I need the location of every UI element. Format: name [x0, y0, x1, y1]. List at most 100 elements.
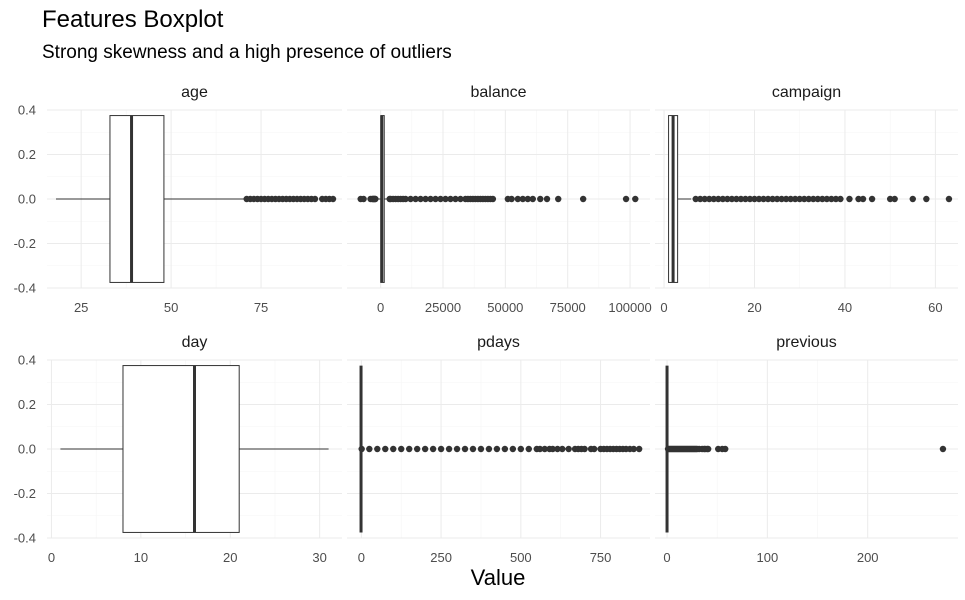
panel-pdays: 0 250 500 750 pdays [347, 334, 650, 565]
panel-previous: 0 100 200 previous [655, 334, 958, 565]
outlier-point [724, 195, 731, 203]
outlier-point [855, 195, 862, 203]
x-tick-label: 500 [510, 550, 532, 565]
outlier-point [923, 195, 930, 203]
outlier-point [541, 445, 548, 453]
box-iqr [122, 365, 240, 533]
outlier-point [442, 195, 449, 203]
outlier-point [413, 445, 421, 453]
outlier-point [311, 195, 319, 203]
outlier-point [390, 445, 397, 453]
outlier-point [782, 195, 790, 203]
outlier-point [432, 195, 439, 203]
outlier-point [427, 195, 434, 203]
x-tick-label: 30 [312, 550, 326, 565]
x-tick-label: 50000 [487, 300, 523, 315]
outlier-point [828, 195, 835, 203]
outlier-point [517, 445, 525, 453]
y-tick-label: 0.4 [18, 103, 36, 118]
outlier-point [868, 195, 876, 203]
outlier-point [791, 195, 799, 203]
outlier-point [529, 195, 536, 203]
outlier-point [710, 195, 717, 203]
outlier-point [366, 445, 373, 453]
outlier-point [412, 195, 419, 203]
outlier-point [469, 445, 477, 453]
outlier-point [891, 195, 898, 203]
outlier-point [372, 195, 379, 203]
x-tick-label: 250 [430, 550, 452, 565]
facet-label-previous: previous [776, 334, 836, 351]
outlier-point [382, 445, 389, 453]
outlier-point [537, 195, 544, 203]
facet-label-age: age [181, 84, 208, 101]
y-tick-label: -0.4 [14, 531, 36, 546]
x-tick-label: 0 [377, 300, 384, 315]
facet-label-campaign: campaign [772, 84, 841, 101]
x-tick-label: 750 [590, 550, 612, 565]
x-tick-label: 75000 [550, 300, 586, 315]
outlier-point [453, 445, 461, 453]
x-tick-label: 60 [928, 300, 942, 315]
panel-balance: 0 25000 50000 75000 100000 balance [347, 84, 652, 315]
outlier-point [939, 445, 947, 453]
outlier-point [742, 195, 749, 203]
outlier-point [514, 195, 522, 203]
outlier-point [329, 195, 337, 203]
outlier-point [810, 195, 817, 203]
outlier-point [461, 445, 469, 453]
x-tick-label: 100000 [608, 300, 651, 315]
outlier-point [722, 445, 729, 453]
x-tick-label: 20 [223, 550, 237, 565]
outlier-point [422, 195, 429, 203]
outlier-point [445, 445, 453, 453]
outlier-point [429, 445, 437, 453]
outlier-point [519, 195, 527, 203]
x-tick-label: 0 [663, 550, 670, 565]
x-axis-label: Value [471, 565, 526, 590]
x-tick-label: 0 [48, 550, 55, 565]
outlier-point [360, 195, 367, 203]
outlier-point [554, 445, 561, 453]
outlier-point [579, 195, 587, 203]
outlier-point [543, 195, 551, 203]
x-tick-label: 100 [757, 550, 779, 565]
x-tick-label: 0 [660, 300, 667, 315]
outlier-point [846, 195, 853, 203]
outlier-point [358, 445, 365, 453]
outlier-point [398, 445, 405, 453]
outlier-point [755, 195, 763, 203]
outlier-point [452, 195, 459, 203]
x-tick-label: 0 [358, 550, 365, 565]
x-tick-label: 20 [747, 300, 761, 315]
outlier-point [733, 195, 740, 203]
outlier-point [525, 445, 532, 453]
y-tick-label: 0.0 [18, 192, 36, 207]
y-tick-label: -0.2 [14, 236, 36, 251]
outlier-point [477, 445, 485, 453]
outlier-point [819, 195, 826, 203]
y-tick-label: 0.2 [18, 397, 36, 412]
x-tick-label: 200 [857, 550, 879, 565]
outlier-point [536, 445, 544, 453]
panel-day: 0 10 20 30 0.4 0.2 0.0 -0.2 -0.4 day [14, 334, 342, 565]
y-tick-label: -0.4 [14, 281, 36, 296]
outlier-point [814, 195, 822, 203]
outlier-point [417, 195, 424, 203]
outlier-point [778, 195, 785, 203]
x-tick-label: 25000 [425, 300, 461, 315]
outlier-point [945, 195, 953, 203]
outlier-point [801, 195, 808, 203]
y-tick-label: 0.2 [18, 147, 36, 162]
outlier-point [859, 195, 867, 203]
outlier-point [832, 195, 840, 203]
x-tick-label: 25 [74, 300, 88, 315]
outlier-point [581, 445, 588, 453]
outlier-point [421, 445, 429, 453]
outlier-point [622, 195, 630, 203]
outlier-point [769, 195, 776, 203]
outlier-point [697, 195, 704, 203]
outlier-point [635, 445, 643, 453]
outlier-point [508, 195, 515, 203]
